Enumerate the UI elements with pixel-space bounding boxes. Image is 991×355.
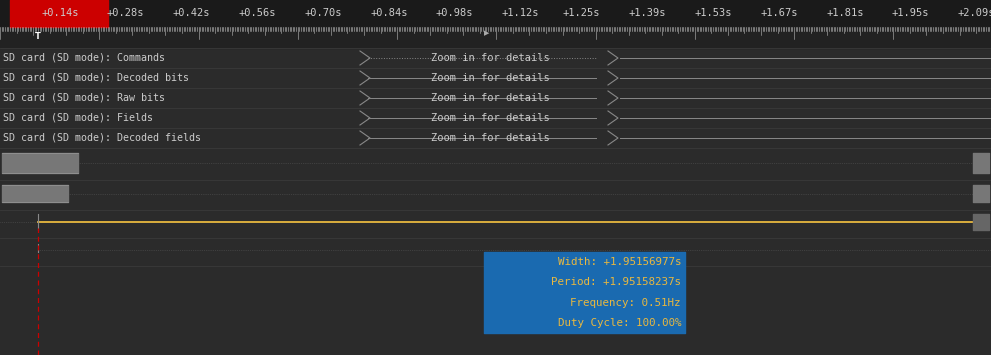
Text: +1.25s: +1.25s <box>562 8 600 18</box>
Text: +1.67s: +1.67s <box>760 8 798 18</box>
Text: SD card (SD mode): Decoded fields: SD card (SD mode): Decoded fields <box>3 133 201 143</box>
Text: Zoom in for details: Zoom in for details <box>431 53 549 63</box>
Text: SD card (SD mode): Raw bits: SD card (SD mode): Raw bits <box>3 93 165 103</box>
Text: +1.39s: +1.39s <box>628 8 666 18</box>
Text: +0.98s: +0.98s <box>435 8 473 18</box>
Text: Zoom in for details: Zoom in for details <box>431 133 549 143</box>
Text: +1.53s: +1.53s <box>695 8 731 18</box>
Text: Zoom in for details: Zoom in for details <box>431 93 549 103</box>
Text: Zoom in for details: Zoom in for details <box>431 73 549 83</box>
Text: +1.81s: +1.81s <box>826 8 864 18</box>
Text: +1.12s: +1.12s <box>501 8 539 18</box>
Text: +0.42s: +0.42s <box>172 8 210 18</box>
Text: Period: +1.95158237s: Period: +1.95158237s <box>551 277 681 288</box>
Text: +0.84s: +0.84s <box>371 8 407 18</box>
Text: ▶: ▶ <box>485 30 490 36</box>
Text: Zoom in for details: Zoom in for details <box>431 113 549 123</box>
Text: +0.14s: +0.14s <box>42 8 78 18</box>
Text: Frequency: 0.51Hz: Frequency: 0.51Hz <box>571 297 681 308</box>
Text: T: T <box>35 32 41 41</box>
Text: SD card (SD mode): Decoded bits: SD card (SD mode): Decoded bits <box>3 73 189 83</box>
Text: +1.95s: +1.95s <box>891 8 929 18</box>
Text: +0.28s: +0.28s <box>106 8 144 18</box>
Text: SD card (SD mode): Fields: SD card (SD mode): Fields <box>3 113 153 123</box>
Text: Duty Cycle: 100.00%: Duty Cycle: 100.00% <box>558 318 681 328</box>
Text: +0.70s: +0.70s <box>304 8 342 18</box>
Text: +2.09s: +2.09s <box>957 8 991 18</box>
Text: +0.56s: +0.56s <box>238 8 275 18</box>
Text: Width: +1.95156977s: Width: +1.95156977s <box>558 257 681 267</box>
Text: SD card (SD mode): Commands: SD card (SD mode): Commands <box>3 53 165 63</box>
